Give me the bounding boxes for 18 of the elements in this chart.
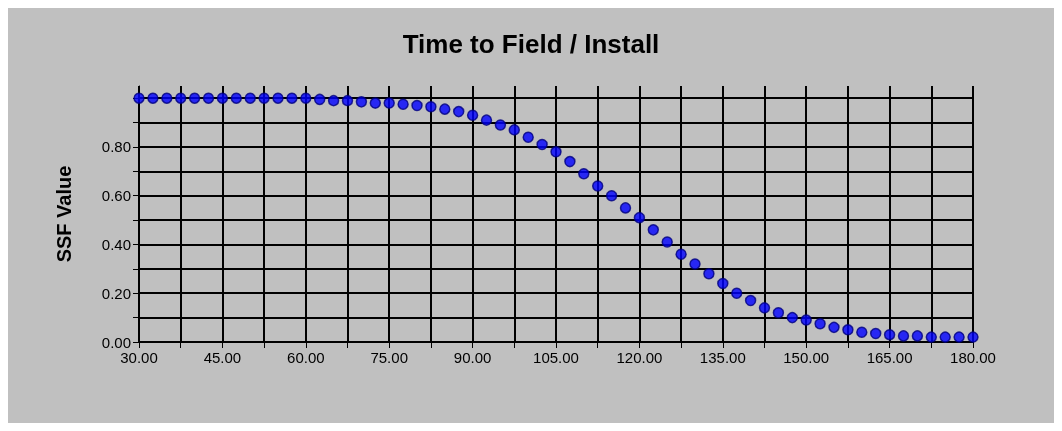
y-tick-label: 0.00: [101, 333, 131, 351]
y-tick-label: 0.60: [101, 187, 131, 205]
x-tick-label: 90.00: [453, 349, 492, 366]
x-tick-label: 105.00: [533, 349, 579, 366]
x-tick-label: 180.00: [950, 349, 996, 366]
y-axis-title: SSF Value: [53, 165, 75, 263]
y-tick-label: 0.80: [101, 138, 131, 156]
x-tick-label: 75.00: [370, 349, 408, 366]
x-tick-label: 60.00: [287, 349, 325, 366]
chart-title: Time to Field / Install: [402, 29, 660, 59]
x-tick-label: 45.00: [203, 349, 242, 366]
x-tick-label: 135.00: [699, 349, 746, 366]
x-tick-label: 165.00: [866, 349, 913, 366]
x-tick-label: 120.00: [616, 349, 663, 366]
y-tick-label: 0.40: [101, 235, 131, 253]
y-tick-label: 0.20: [101, 284, 131, 302]
x-tick-label: 150.00: [783, 349, 830, 366]
x-tick-label: 30.00: [120, 349, 158, 366]
